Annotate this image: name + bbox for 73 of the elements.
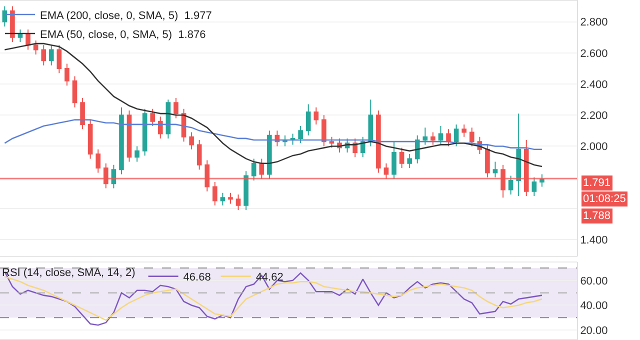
candlestick: [414, 134, 420, 164]
candlestick: [142, 108, 148, 156]
candlestick: [360, 136, 366, 158]
candlestick: [126, 110, 132, 162]
legend-title: RSI (14, close, SMA, 14, 2): [2, 267, 136, 280]
candlestick: [196, 140, 202, 170]
y-tick-label: 2.000: [580, 141, 608, 154]
candlestick: [41, 44, 46, 66]
candlestick: [251, 158, 256, 181]
candlestick: [392, 141, 396, 180]
candlestick: [454, 124, 459, 147]
candlestick: [134, 146, 140, 162]
candlestick: [492, 161, 498, 178]
candlestick: [322, 114, 326, 147]
candlestick: [166, 99, 171, 139]
candlestick: [469, 127, 474, 147]
candlestick: [174, 98, 178, 119]
legend-label: 46.68: [183, 272, 211, 284]
y-tick-label: 20.00: [580, 324, 608, 337]
candlestick: [26, 29, 30, 50]
y-tick-label: 60.00: [580, 275, 608, 288]
line-series: [4, 42, 543, 168]
candlestick: [329, 136, 334, 148]
candlestick: [508, 175, 514, 195]
candlestick: [18, 29, 23, 43]
candlestick: [80, 98, 85, 130]
candlestick: [516, 113, 522, 197]
candlestick: [399, 147, 404, 169]
candlestick: [64, 63, 70, 86]
candlestick: [56, 44, 62, 74]
candlestick: [88, 119, 93, 160]
candlestick: [314, 106, 319, 125]
candlestick: [462, 124, 466, 138]
text: 1.788: [583, 210, 611, 222]
candlestick: [96, 148, 101, 174]
candlestick: [244, 170, 248, 211]
candlestick: [368, 99, 374, 147]
candlestick: [189, 132, 194, 150]
candlestick: [10, 6, 15, 43]
candlestick: [267, 130, 272, 180]
candlestick: [438, 126, 444, 146]
candlestick: [298, 126, 303, 144]
y-tick-label: 2.600: [580, 48, 608, 60]
text: 01:08:25: [583, 193, 626, 205]
y-tick-label: 40.00: [580, 300, 608, 312]
candlestick: [212, 182, 218, 206]
y-tick-label: 2.800: [580, 16, 608, 29]
candlestick: [306, 104, 311, 136]
candlestick: [33, 40, 38, 55]
y-tick-label: 1.400: [580, 234, 608, 246]
candlestick: [228, 192, 233, 204]
candlestick: [376, 110, 381, 174]
ref-line-label: 1.791: [583, 177, 611, 189]
line-series: [4, 119, 543, 150]
candlestick: [150, 108, 156, 127]
candlestick: [2, 6, 8, 27]
candlestick: [236, 194, 241, 211]
candlestick: [119, 106, 124, 175]
candlestick: [111, 164, 116, 189]
y-tick-label: 2.400: [580, 78, 608, 91]
candlestick: [48, 44, 54, 66]
candlestick: [158, 116, 163, 139]
candlestick: [422, 127, 428, 146]
candlestick: [532, 176, 537, 197]
legend-label: EMA (200, close, 0, SMA, 5) 1.977: [40, 10, 212, 22]
y-tick-label: 2.200: [580, 110, 608, 122]
candlestick: [220, 192, 226, 206]
candlestick: [446, 128, 451, 147]
candlestick: [430, 132, 436, 146]
candlestick: [540, 174, 544, 188]
candlestick: [407, 154, 412, 169]
legend-label: EMA (50, close, 0, SMA, 5) 1.876: [40, 28, 206, 41]
candlestick: [72, 76, 78, 108]
